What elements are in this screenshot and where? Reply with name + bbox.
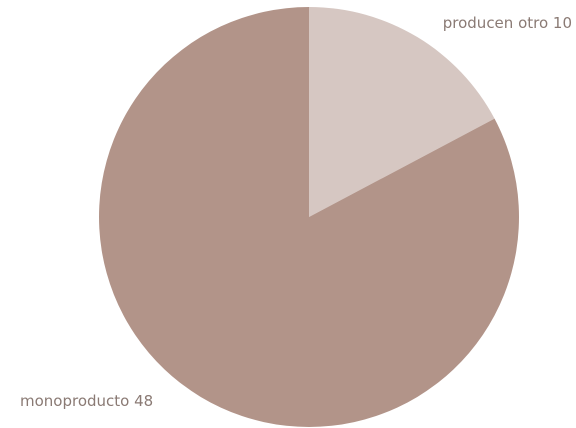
pie-slice-0 [309, 7, 495, 217]
slice-label-monoproducto: monoproducto 48 [20, 392, 153, 410]
slice-label-producen-otro: producen otro 10 [443, 14, 572, 32]
pie-slice-1 [99, 7, 520, 427]
